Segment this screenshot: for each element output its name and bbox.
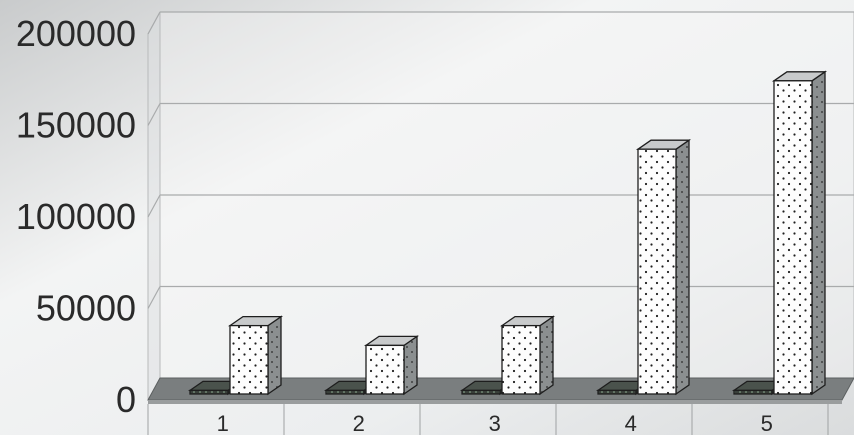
gridline-side bbox=[147, 103, 161, 126]
bar-series1-cat3-front bbox=[461, 389, 501, 395]
gridline-side bbox=[147, 286, 161, 309]
x-tick-label: 4 bbox=[625, 411, 637, 435]
bar-series2-cat4-front bbox=[637, 148, 677, 395]
y-tick-label: 100000 bbox=[16, 196, 136, 237]
x-axis-ticks: 1 2 3 4 5 bbox=[217, 411, 773, 435]
bar-series2-cat1-front bbox=[229, 324, 269, 395]
y-tick-label: 150000 bbox=[16, 105, 136, 146]
bar-series2-cat2-side bbox=[403, 335, 418, 396]
bar-series2-cat3-side bbox=[539, 315, 554, 396]
x-tick-label: 3 bbox=[489, 411, 501, 435]
x-tick-label: 5 bbox=[761, 411, 773, 435]
bars bbox=[187, 70, 828, 396]
gridlines bbox=[147, 11, 854, 309]
bar-series2-cat4 bbox=[635, 138, 692, 396]
bar-series2-cat2-front bbox=[365, 344, 405, 395]
gridline-side bbox=[147, 11, 161, 35]
y-axis-ticks: 0 50000 100000 150000 200000 bbox=[16, 13, 136, 420]
bar-series2-cat1 bbox=[227, 315, 284, 396]
bar-series1-cat2-front bbox=[325, 389, 365, 395]
x-tick-label: 1 bbox=[217, 411, 229, 435]
y-tick-label: 200000 bbox=[16, 13, 136, 54]
bar-series2-cat5-side bbox=[811, 70, 826, 396]
bar-series2-cat2 bbox=[363, 335, 420, 396]
bar-series1-cat4-front bbox=[597, 389, 637, 395]
bar-series2-cat3 bbox=[499, 315, 556, 396]
gridline-side bbox=[147, 194, 161, 218]
bar-series2-cat5-front bbox=[773, 80, 813, 395]
x-tick-label: 2 bbox=[353, 411, 365, 435]
bar-series2-cat4-side bbox=[675, 138, 690, 396]
bar-series2-cat5 bbox=[771, 70, 828, 396]
bar-series2-cat3-front bbox=[501, 324, 541, 395]
y-tick-label: 50000 bbox=[36, 288, 136, 329]
bar-series1-cat1-front bbox=[189, 389, 229, 395]
bar-series1-cat5-front bbox=[733, 389, 773, 395]
floor-edge bbox=[148, 400, 842, 404]
bar-series2-cat1-side bbox=[267, 315, 282, 396]
y-tick-label: 0 bbox=[116, 379, 136, 420]
